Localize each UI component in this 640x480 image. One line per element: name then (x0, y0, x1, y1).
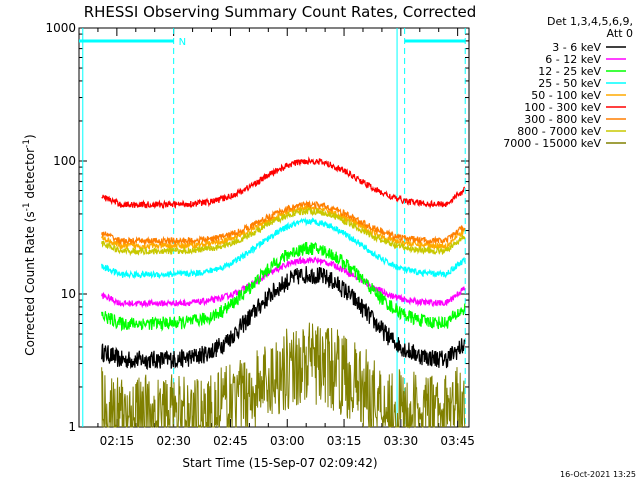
series-line-7 (101, 206, 466, 257)
series-line-4 (101, 203, 466, 251)
legend-header-line2: Att 0 (607, 27, 633, 40)
legend-label: 25 - 50 keV (538, 77, 601, 90)
x-tick-label: 03:30 (384, 434, 419, 448)
series-line-2 (101, 241, 466, 332)
legend-header-line1: Det 1,3,4,5,6,9, (547, 15, 633, 28)
series-line-0 (101, 266, 466, 371)
series-line-3 (101, 216, 466, 280)
legend-label: 800 - 7000 keV (517, 125, 601, 138)
chart-title: RHESSI Observing Summary Count Rates, Co… (84, 3, 477, 21)
x-tick-label: 03:45 (440, 434, 475, 448)
y-tick-label: 10 (61, 287, 76, 301)
x-tick-label: 02:30 (156, 434, 191, 448)
series-line-8 (101, 322, 466, 429)
legend-label: 3 - 6 keV (552, 41, 601, 54)
x-axis-label: Start Time (15-Sep-07 02:09:42) (182, 456, 377, 470)
legend-label: 7000 - 15000 keV (503, 137, 601, 150)
x-tick-label: 02:15 (100, 434, 135, 448)
legend-label: 50 - 100 keV (531, 89, 601, 102)
night-marker-label: N (179, 37, 186, 48)
x-tick-label: 03:15 (327, 434, 362, 448)
legend-label: 300 - 800 keV (524, 113, 601, 126)
y-tick-label: 100 (53, 154, 76, 168)
y-tick-label: 1 (68, 420, 76, 434)
x-tick-label: 03:00 (270, 434, 305, 448)
y-axis-label: Corrected Count Rate (s-1 detector-1) (22, 134, 37, 355)
legend-label: 100 - 300 keV (524, 101, 601, 114)
series-line-1 (101, 255, 466, 309)
plot-frame (78, 27, 470, 428)
tick-labels: 1 10 100 1000 02:15 02:30 02:45 03:00 03:15 03:30… (45, 21, 474, 448)
axis-ticks (78, 28, 469, 428)
legend-label: 6 - 12 keV (545, 53, 601, 66)
y-tick-label: 1000 (45, 21, 76, 35)
legend-label: 12 - 25 keV (538, 65, 601, 78)
footer-timestamp: 16-Oct-2021 13:25 (560, 470, 636, 479)
series-group (101, 156, 466, 429)
x-tick-label: 02:45 (213, 434, 248, 448)
series-line-6 (101, 199, 466, 247)
series-line-5 (101, 156, 466, 210)
